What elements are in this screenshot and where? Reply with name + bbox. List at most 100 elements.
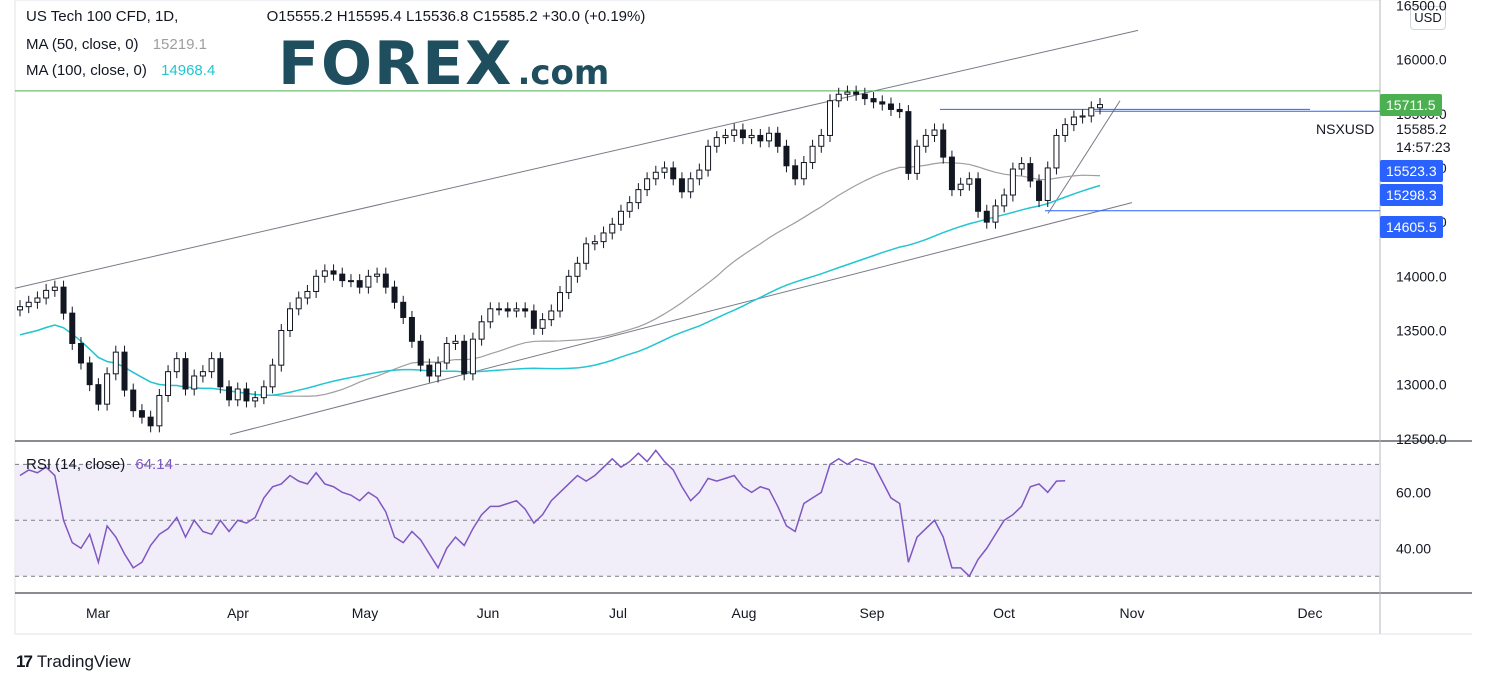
candle-body [112,351,119,375]
candle-body [435,362,442,377]
candle-body [905,111,912,174]
rsi-legend[interactable]: RSI (14, close) 64.14 [26,456,173,473]
candle-body [130,389,137,412]
candle-body [661,167,668,173]
candle-body [182,358,189,390]
candle-body [86,362,93,386]
candle-body [95,384,102,405]
candle-body [60,286,67,314]
forex-logo: FOREX .com [278,34,609,94]
logo-main: FOREX [278,29,514,99]
candle-body [896,108,903,113]
candle-body [1062,124,1069,136]
candle-body [591,241,598,245]
candle-body [879,101,886,105]
currency-button[interactable]: USD [1410,6,1446,30]
candle-body [948,156,955,191]
tradingview-branding[interactable]: 17 TradingView [16,652,130,672]
candle-body [975,178,982,212]
low-value: 15536.8 [414,8,469,25]
ma50-legend[interactable]: MA (50, close, 0) 15219.1 [26,36,207,53]
channel-upper-line [14,29,1139,289]
candle-body [731,129,738,136]
high-label: H [336,8,348,25]
price-tag-support-1: 15523.3 [1380,160,1443,182]
candle-body [469,338,476,375]
time-axis-label: Nov [1120,605,1145,621]
candle-body [208,358,215,373]
candle-body [374,273,381,277]
time-axis-label: Jun [477,605,500,621]
candle-body [644,178,651,191]
time-axis-label: Oct [993,605,1015,621]
price-tick-label: 16500.0 [1396,0,1447,13]
candle-body [426,364,433,377]
candle-body [792,165,799,180]
candle-body [278,329,285,366]
candle-body [487,308,494,323]
candle-body [739,129,746,139]
rsi-line [19,449,1066,578]
symbol-label: NSXUSD [1316,121,1374,137]
candle-body [295,297,302,310]
candle-body [548,310,555,321]
candle-body [757,134,764,142]
candle-body [1088,107,1095,117]
candle-body [347,280,354,283]
candle-body [678,178,685,193]
candle-body [165,371,172,396]
low-label: L [405,8,415,25]
candle-body [234,388,241,401]
trend-line [1047,100,1121,214]
candle-body [617,210,624,225]
candle-body [34,297,41,303]
candle-body [583,243,590,264]
candle-body [330,270,337,275]
candle-body [800,162,807,180]
price-tick-label: 14000.0 [1396,268,1447,284]
rsi-tick-label: 40.00 [1396,540,1431,556]
candle-body [173,358,180,373]
price-tick-label: 13000.0 [1396,377,1447,393]
candle-body [1044,167,1051,201]
candle-body [156,394,163,427]
price-tick-label: 12500.0 [1396,431,1447,447]
candle-body [43,289,50,299]
candle-body [1009,168,1016,196]
candle-body [356,280,363,288]
candle-body [51,286,58,291]
candle-body [199,371,206,377]
symbol-header: US Tech 100 CFD, 1D, O15555.2 H15595.4 L… [26,8,645,25]
candle-body [313,275,320,292]
candle-body [522,308,529,312]
candle-body [269,364,276,388]
open-label: O [266,8,279,25]
symbol-title[interactable]: US Tech 100 CFD, 1D, [26,8,183,25]
candle-body [557,292,563,312]
candle-body [835,93,842,102]
ma50-value: 15219.1 [152,36,207,53]
candle-body [1070,116,1077,126]
ma50-label: MA (50, close, 0) [26,36,139,53]
candle-body [452,340,459,344]
candle-body [513,308,520,312]
candle-body [304,290,311,299]
time-axis-label: Mar [86,605,110,621]
channel-lower-line [229,202,1133,435]
candle-body [1001,194,1008,207]
candle-body [25,301,32,308]
candle-body [957,183,964,191]
candle-body [722,134,729,139]
time-axis-label: Sep [860,605,885,621]
candle-body [287,308,293,331]
candle-body [966,178,973,185]
ma100-legend[interactable]: MA (100, close, 0) 14968.4 [26,62,215,79]
candle-body [861,93,868,100]
candle-body [931,129,938,136]
candle-body [391,286,398,303]
ma100-value: 14968.4 [161,62,216,79]
price-tick-label: 16000.0 [1396,52,1447,68]
time-axis-label: Jul [609,605,627,621]
candle-body [191,375,198,390]
